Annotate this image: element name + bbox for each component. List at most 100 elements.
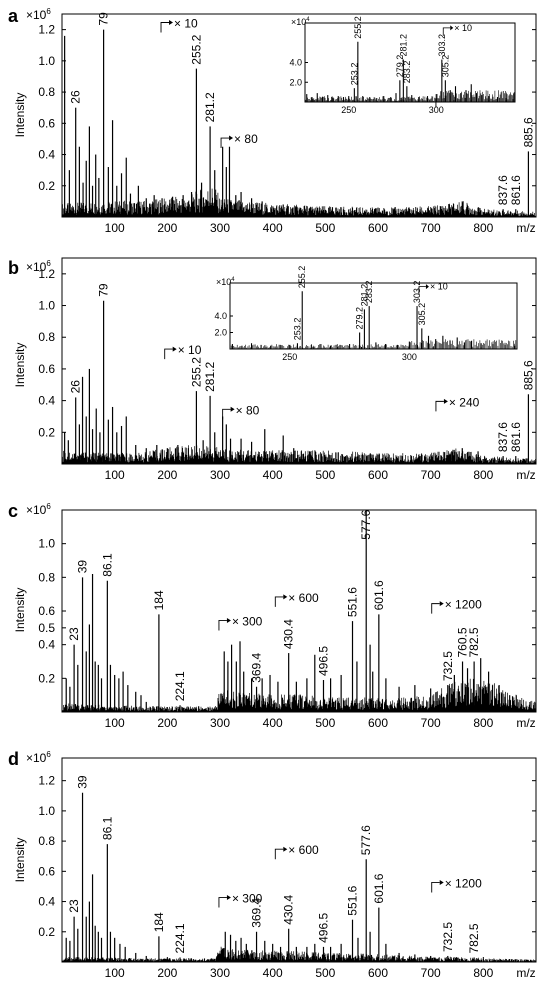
x-tick-label: 100 [105,716,125,730]
x-axis-label: m/z [516,468,535,482]
scale-change-arrow [218,620,227,631]
scale-change-arrowhead [229,135,234,141]
scale-factor-label: × 600 [288,591,319,605]
x-tick-label: 800 [473,221,493,235]
inset-scale-arrow [418,286,426,295]
x-tick-label: 600 [368,221,388,235]
inset-peak-label: 253.2 [349,63,359,86]
x-tick-label: 200 [157,966,177,980]
peak-label: 782.5 [467,923,481,953]
panel-label: b [8,258,19,278]
peak-label: 732.5 [441,651,455,681]
x-tick-label: 400 [263,716,283,730]
x-tick-label: 700 [421,716,441,730]
y-axis-label: Intensity [13,838,27,883]
peak-label: 861.6 [509,175,523,205]
y-multiplier-exponent: 6 [46,259,51,268]
x-tick-label: 800 [473,966,493,980]
y-multiplier-label: ×106 [26,750,51,765]
x-tick-label: 500 [315,221,335,235]
inset-x-tick-label: 250 [282,352,297,362]
x-tick-label: 400 [263,966,283,980]
spectrum-noise-trace [62,946,536,962]
scale-change-arrow [274,596,284,607]
y-multiplier-exponent: 6 [46,502,51,511]
scale-factor-label: × 10 [174,16,198,30]
plot-frame [61,757,537,963]
inset-y-multiplier-label: ×104 [291,17,310,27]
inset-scale-arrowhead [450,25,454,31]
peak-label: 861.6 [509,422,523,452]
peak-label: 224.1 [173,671,187,701]
scale-factor-label: × 1200 [445,598,482,612]
inset-peak-label: 305.2 [440,55,450,78]
y-tick-label: 0.8 [38,834,55,848]
y-tick-label: 0.4 [38,148,55,162]
x-axis-label: m/z [516,221,535,235]
y-multiplier-label: ×106 [26,502,51,517]
scale-factor-label: × 240 [449,395,480,409]
y-tick-label: 0.8 [38,85,55,99]
peak-label: 760.5 [456,627,470,657]
peak-label: 39 [76,775,90,789]
y-tick-label: 0.6 [38,116,55,130]
y-tick-label: 0.4 [38,638,55,652]
y-tick-label: 0.5 [38,621,55,635]
y-tick-label: 1.2 [38,774,55,788]
x-tick-label: 700 [421,468,441,482]
inset-y-multiplier-exponent: 4 [231,277,235,283]
scale-change-arrowhead [172,346,177,352]
panel-label: c [8,501,18,521]
spectrum-noise-trace [62,678,536,712]
peak-label: 26 [69,380,83,394]
inset-y-multiplier-exponent: 4 [306,17,310,23]
peak-label: 86.1 [100,816,114,840]
y-tick-label: 0.4 [38,394,55,408]
peak-label: 224.1 [173,923,187,953]
scale-change-arrowhead [283,846,288,852]
scale-factor-label: × 10 [178,343,202,357]
peak-label: 79 [97,12,111,26]
x-tick-label: 500 [315,966,335,980]
y-tick-label: 0.2 [38,425,55,439]
y-tick-label: 1.2 [38,23,55,37]
x-tick-label: 400 [263,468,283,482]
scale-change-arrowhead [439,601,444,607]
spectrum-noise-trace [62,188,536,217]
y-tick-label: 0.6 [38,864,55,878]
inset-x-tick-label: 250 [341,105,356,115]
peak-label: 369.4 [250,652,264,682]
inset-peak-label: 303.2 [437,34,447,57]
peak-label: 281.2 [203,362,217,392]
x-axis-label: m/z [516,716,535,730]
peak-label: 184 [152,912,166,932]
inset-x-tick-label: 300 [402,352,417,362]
peak-label: 79 [97,283,111,297]
spectrum-noise-trace [62,445,536,464]
inset-peak-label: 305.2 [417,303,427,326]
inset-y-tick-label: 4.0 [214,311,227,321]
x-tick-label: 300 [210,966,230,980]
x-tick-label: 200 [157,221,177,235]
scale-change-arrowhead [169,19,174,25]
inset-y-tick-label: 4.0 [289,58,302,68]
scale-change-arrowhead [439,879,444,885]
scale-change-arrow [164,348,173,360]
scale-change-arrow [274,848,284,860]
y-tick-label: 0.6 [38,362,55,376]
x-axis-label: m/z [516,966,535,980]
x-tick-label: 100 [105,966,125,980]
scale-factor-label: × 80 [234,132,258,146]
inset-peak-label: 283.2 [364,281,374,304]
scale-factor-label: × 80 [236,403,260,417]
y-tick-label: 1.0 [38,804,55,818]
scale-change-arrow [431,881,440,893]
peak-label: 39 [76,560,90,574]
peak-label: 577.6 [359,509,373,539]
scale-change-arrow [435,400,444,412]
inset-peak-label: 303.2 [412,281,422,304]
inset-peak-label: 253.2 [292,318,302,341]
x-tick-label: 800 [473,468,493,482]
x-tick-label: 700 [421,966,441,980]
